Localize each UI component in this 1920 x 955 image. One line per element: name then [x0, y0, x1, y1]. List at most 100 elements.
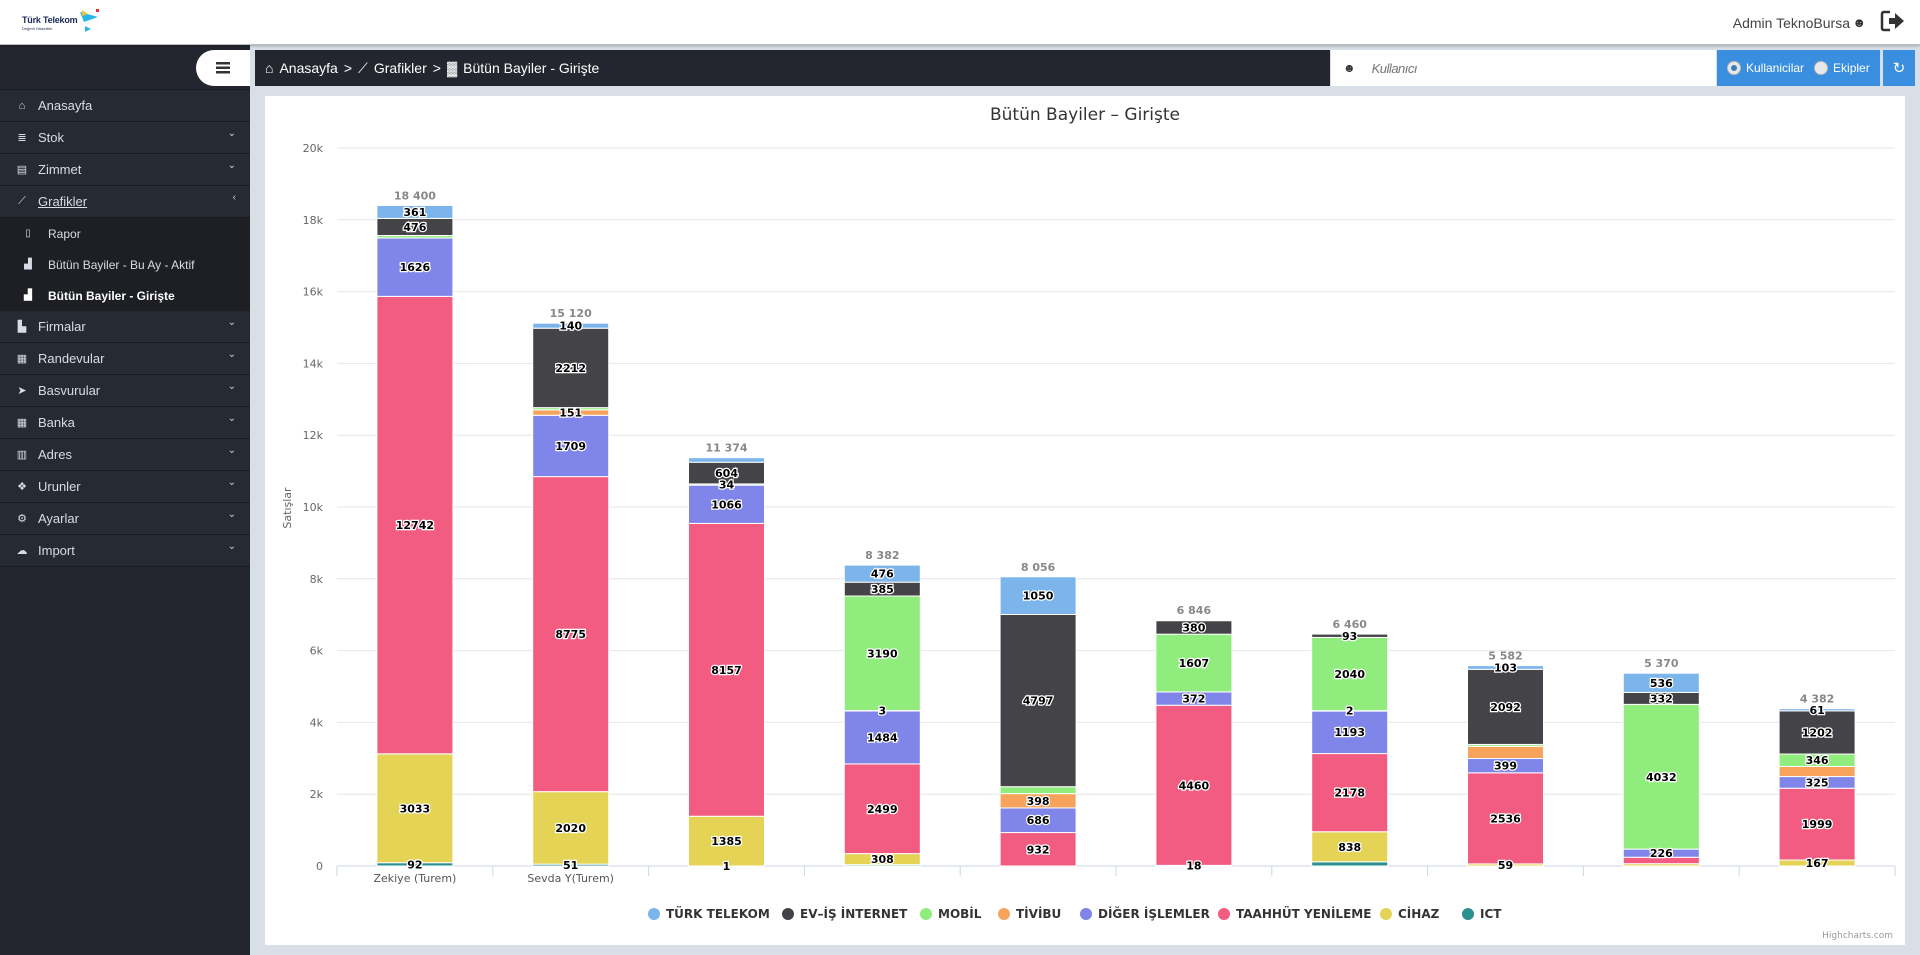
legend-item[interactable]: TİVİBU [998, 906, 1061, 921]
bar-segment[interactable] [1778, 710, 1856, 755]
legend-item[interactable]: CİHAZ [1380, 906, 1440, 921]
legend-item[interactable]: TAAHHÜT YENİLEME [1218, 906, 1371, 921]
chevron-down-icon[interactable]: ⌄ [227, 413, 236, 424]
bar-segment[interactable] [1311, 861, 1389, 867]
bar-segment[interactable] [376, 753, 454, 864]
submenu-item[interactable]: ▟ Bütün Bayiler - Girişte [0, 280, 250, 311]
bar-segment[interactable] [843, 763, 921, 855]
bar-segment[interactable] [1155, 619, 1233, 622]
sidebar-toggle-button[interactable] [196, 50, 250, 86]
stack-total-label: 18 400 [394, 189, 436, 202]
sidebar-item-label: Adres [38, 447, 72, 462]
refresh-button[interactable]: ↻ [1883, 50, 1915, 86]
bar-segment[interactable] [376, 295, 454, 755]
bar-segment[interactable] [1467, 772, 1544, 865]
chevron-down-icon[interactable]: ⌄ [227, 160, 236, 171]
user-name[interactable]: Admin TeknoBursa [1732, 15, 1850, 31]
bar-segment[interactable] [1622, 672, 1700, 693]
bar-segment[interactable] [843, 710, 921, 765]
brand-logo[interactable]: Türk Telekom Değerli Hissettirir [20, 8, 100, 38]
sidebar-item-basvurular[interactable]: ➤ Basvurular ⌄ [0, 375, 250, 407]
chevron-down-icon[interactable]: ⌄ [227, 381, 236, 392]
submenu-item[interactable]: ▟ Bütün Bayiler - Bu Ay - Aktif [0, 249, 250, 280]
sidebar-item-anasayfa[interactable]: ⌂ Anasayfa [0, 90, 250, 122]
bar-segment[interactable] [1311, 753, 1389, 833]
sidebar-item-firmalar[interactable]: ▙ Firmalar ⌄ [0, 311, 250, 343]
chevron-down-icon[interactable]: ⌄ [227, 509, 236, 520]
data-label: 2499 [867, 803, 898, 816]
sidebar-item-banka[interactable]: ▦ Banka ⌄ [0, 407, 250, 439]
chevron-down-icon[interactable]: ⌄ [227, 445, 236, 456]
data-label: 167 [1806, 857, 1829, 870]
sidebar: ⌂ Anasayfa ≣ Stok ⌄ ▤ Zimmet ⌄ ⟋ Grafikler ‹ ▯ Rapor… [0, 45, 250, 955]
bar-segment[interactable] [1778, 765, 1856, 778]
sidebar-item-urunler[interactable]: ❖ Urunler ⌄ [0, 471, 250, 503]
bar-segment[interactable] [1778, 787, 1856, 861]
bar-segment[interactable] [376, 237, 454, 297]
bar-segment[interactable] [999, 576, 1077, 615]
radio-kullanicilar-label[interactable]: Kullanicilar [1746, 61, 1805, 75]
bar-segment[interactable] [532, 476, 610, 793]
data-label: 2178 [1334, 787, 1365, 800]
bar-segment[interactable] [1311, 710, 1389, 755]
sidebar-item-randevular[interactable]: ▦ Randevular ⌄ [0, 343, 250, 375]
bar-segment[interactable] [999, 613, 1077, 788]
legend-item[interactable]: DİĞER İŞLEMLER [1080, 906, 1210, 921]
breadcrumb-grafikler[interactable]: Grafikler [373, 60, 427, 76]
bar-segment[interactable] [376, 204, 454, 219]
bar-segment[interactable] [688, 484, 765, 524]
y-tick-label: 12k [303, 429, 324, 442]
bar-segment[interactable] [1778, 708, 1856, 712]
chevron-down-icon[interactable]: ⌄ [227, 128, 236, 139]
data-label: 1626 [400, 261, 431, 274]
bar-segment[interactable] [1622, 703, 1700, 850]
chart-credits[interactable]: Highcharts.com [1822, 931, 1893, 941]
legend-item[interactable]: TÜRK TELEKOM [648, 906, 770, 921]
radio-ekipler[interactable] [1814, 61, 1829, 75]
bar-segment[interactable] [532, 414, 610, 478]
bar-segment[interactable] [532, 322, 610, 329]
bar-segment[interactable] [1155, 704, 1233, 866]
chevron-left-icon[interactable]: ‹ [232, 192, 236, 203]
radio-ekipler-label[interactable]: Ekipler [1833, 61, 1870, 75]
data-label: 8775 [555, 628, 586, 641]
sidebar-item-import[interactable]: ☁ Import ⌄ [0, 535, 250, 567]
legend-item[interactable]: ICT [1462, 907, 1502, 921]
bar-segment[interactable] [532, 791, 610, 865]
bar-segment[interactable] [999, 786, 1077, 795]
y-tick-label: 0 [316, 860, 323, 873]
bar-segment[interactable] [843, 595, 921, 712]
bar-segment[interactable] [688, 457, 765, 463]
bar-segment[interactable] [999, 807, 1077, 834]
legend-item[interactable]: MOBİL [920, 906, 982, 921]
sidebar-item-adres[interactable]: ▥ Adres ⌄ [0, 439, 250, 471]
data-label: 346 [1806, 754, 1829, 767]
chevron-down-icon[interactable]: ⌄ [227, 541, 236, 552]
chevron-down-icon[interactable]: ⌄ [227, 349, 236, 360]
home-icon: ⌂ [18, 99, 26, 112]
legend-item[interactable]: EV–İŞ İNTERNET [782, 906, 908, 921]
sidebar-item-zimmet[interactable]: ▤ Zimmet ⌄ [0, 154, 250, 186]
chevron-down-icon[interactable]: ⌄ [227, 317, 236, 328]
radio-kullanicilar[interactable] [1727, 61, 1741, 75]
logout-icon[interactable] [1880, 9, 1906, 33]
bar-segment[interactable] [688, 522, 765, 817]
bar-segment[interactable] [688, 815, 765, 867]
sidebar-item-ayarlar[interactable]: ⚙ Ayarlar ⌄ [0, 503, 250, 535]
legend-symbol [998, 908, 1010, 920]
bar-segment[interactable] [1467, 745, 1544, 760]
submenu-item[interactable]: ▯ Rapor [0, 218, 250, 249]
bar-segment[interactable] [843, 564, 921, 583]
user-search-input[interactable] [1371, 60, 1672, 76]
submenu-item-label: Rapor [48, 226, 81, 241]
bar-segment[interactable] [1467, 665, 1544, 670]
bar-segment[interactable] [999, 832, 1077, 867]
bar-segment[interactable] [1311, 831, 1389, 863]
sidebar-item-grafikler[interactable]: ⟋ Grafikler ‹ [0, 186, 250, 218]
data-label: 1607 [1179, 657, 1210, 670]
chevron-down-icon[interactable]: ⌄ [227, 477, 236, 488]
bar-segment[interactable] [1311, 633, 1389, 638]
bar-segment[interactable] [532, 327, 610, 409]
breadcrumb-anasayfa[interactable]: Anasayfa [279, 60, 338, 76]
sidebar-item-stok[interactable]: ≣ Stok ⌄ [0, 122, 250, 154]
